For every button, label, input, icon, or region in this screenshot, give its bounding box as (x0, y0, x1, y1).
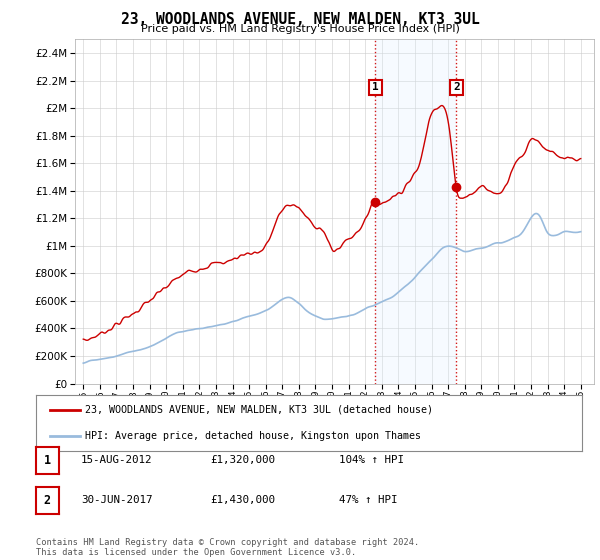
Text: £1,430,000: £1,430,000 (210, 495, 275, 505)
Text: 47% ↑ HPI: 47% ↑ HPI (339, 495, 397, 505)
Text: 23, WOODLANDS AVENUE, NEW MALDEN, KT3 3UL (detached house): 23, WOODLANDS AVENUE, NEW MALDEN, KT3 3U… (85, 405, 433, 415)
Text: 23, WOODLANDS AVENUE, NEW MALDEN, KT3 3UL: 23, WOODLANDS AVENUE, NEW MALDEN, KT3 3U… (121, 12, 479, 27)
Text: Contains HM Land Registry data © Crown copyright and database right 2024.
This d: Contains HM Land Registry data © Crown c… (36, 538, 419, 557)
Text: 2: 2 (44, 493, 51, 507)
Text: 1: 1 (372, 82, 379, 92)
Text: 104% ↑ HPI: 104% ↑ HPI (339, 455, 404, 465)
Text: £1,320,000: £1,320,000 (210, 455, 275, 465)
Bar (376, 39, 457, 384)
Text: HPI: Average price, detached house, Kingston upon Thames: HPI: Average price, detached house, King… (85, 431, 421, 441)
Text: 30-JUN-2017: 30-JUN-2017 (81, 495, 152, 505)
Text: Price paid vs. HM Land Registry's House Price Index (HPI): Price paid vs. HM Land Registry's House … (140, 24, 460, 34)
Text: 1: 1 (44, 454, 51, 467)
Text: 2: 2 (453, 82, 460, 92)
Text: 15-AUG-2012: 15-AUG-2012 (81, 455, 152, 465)
